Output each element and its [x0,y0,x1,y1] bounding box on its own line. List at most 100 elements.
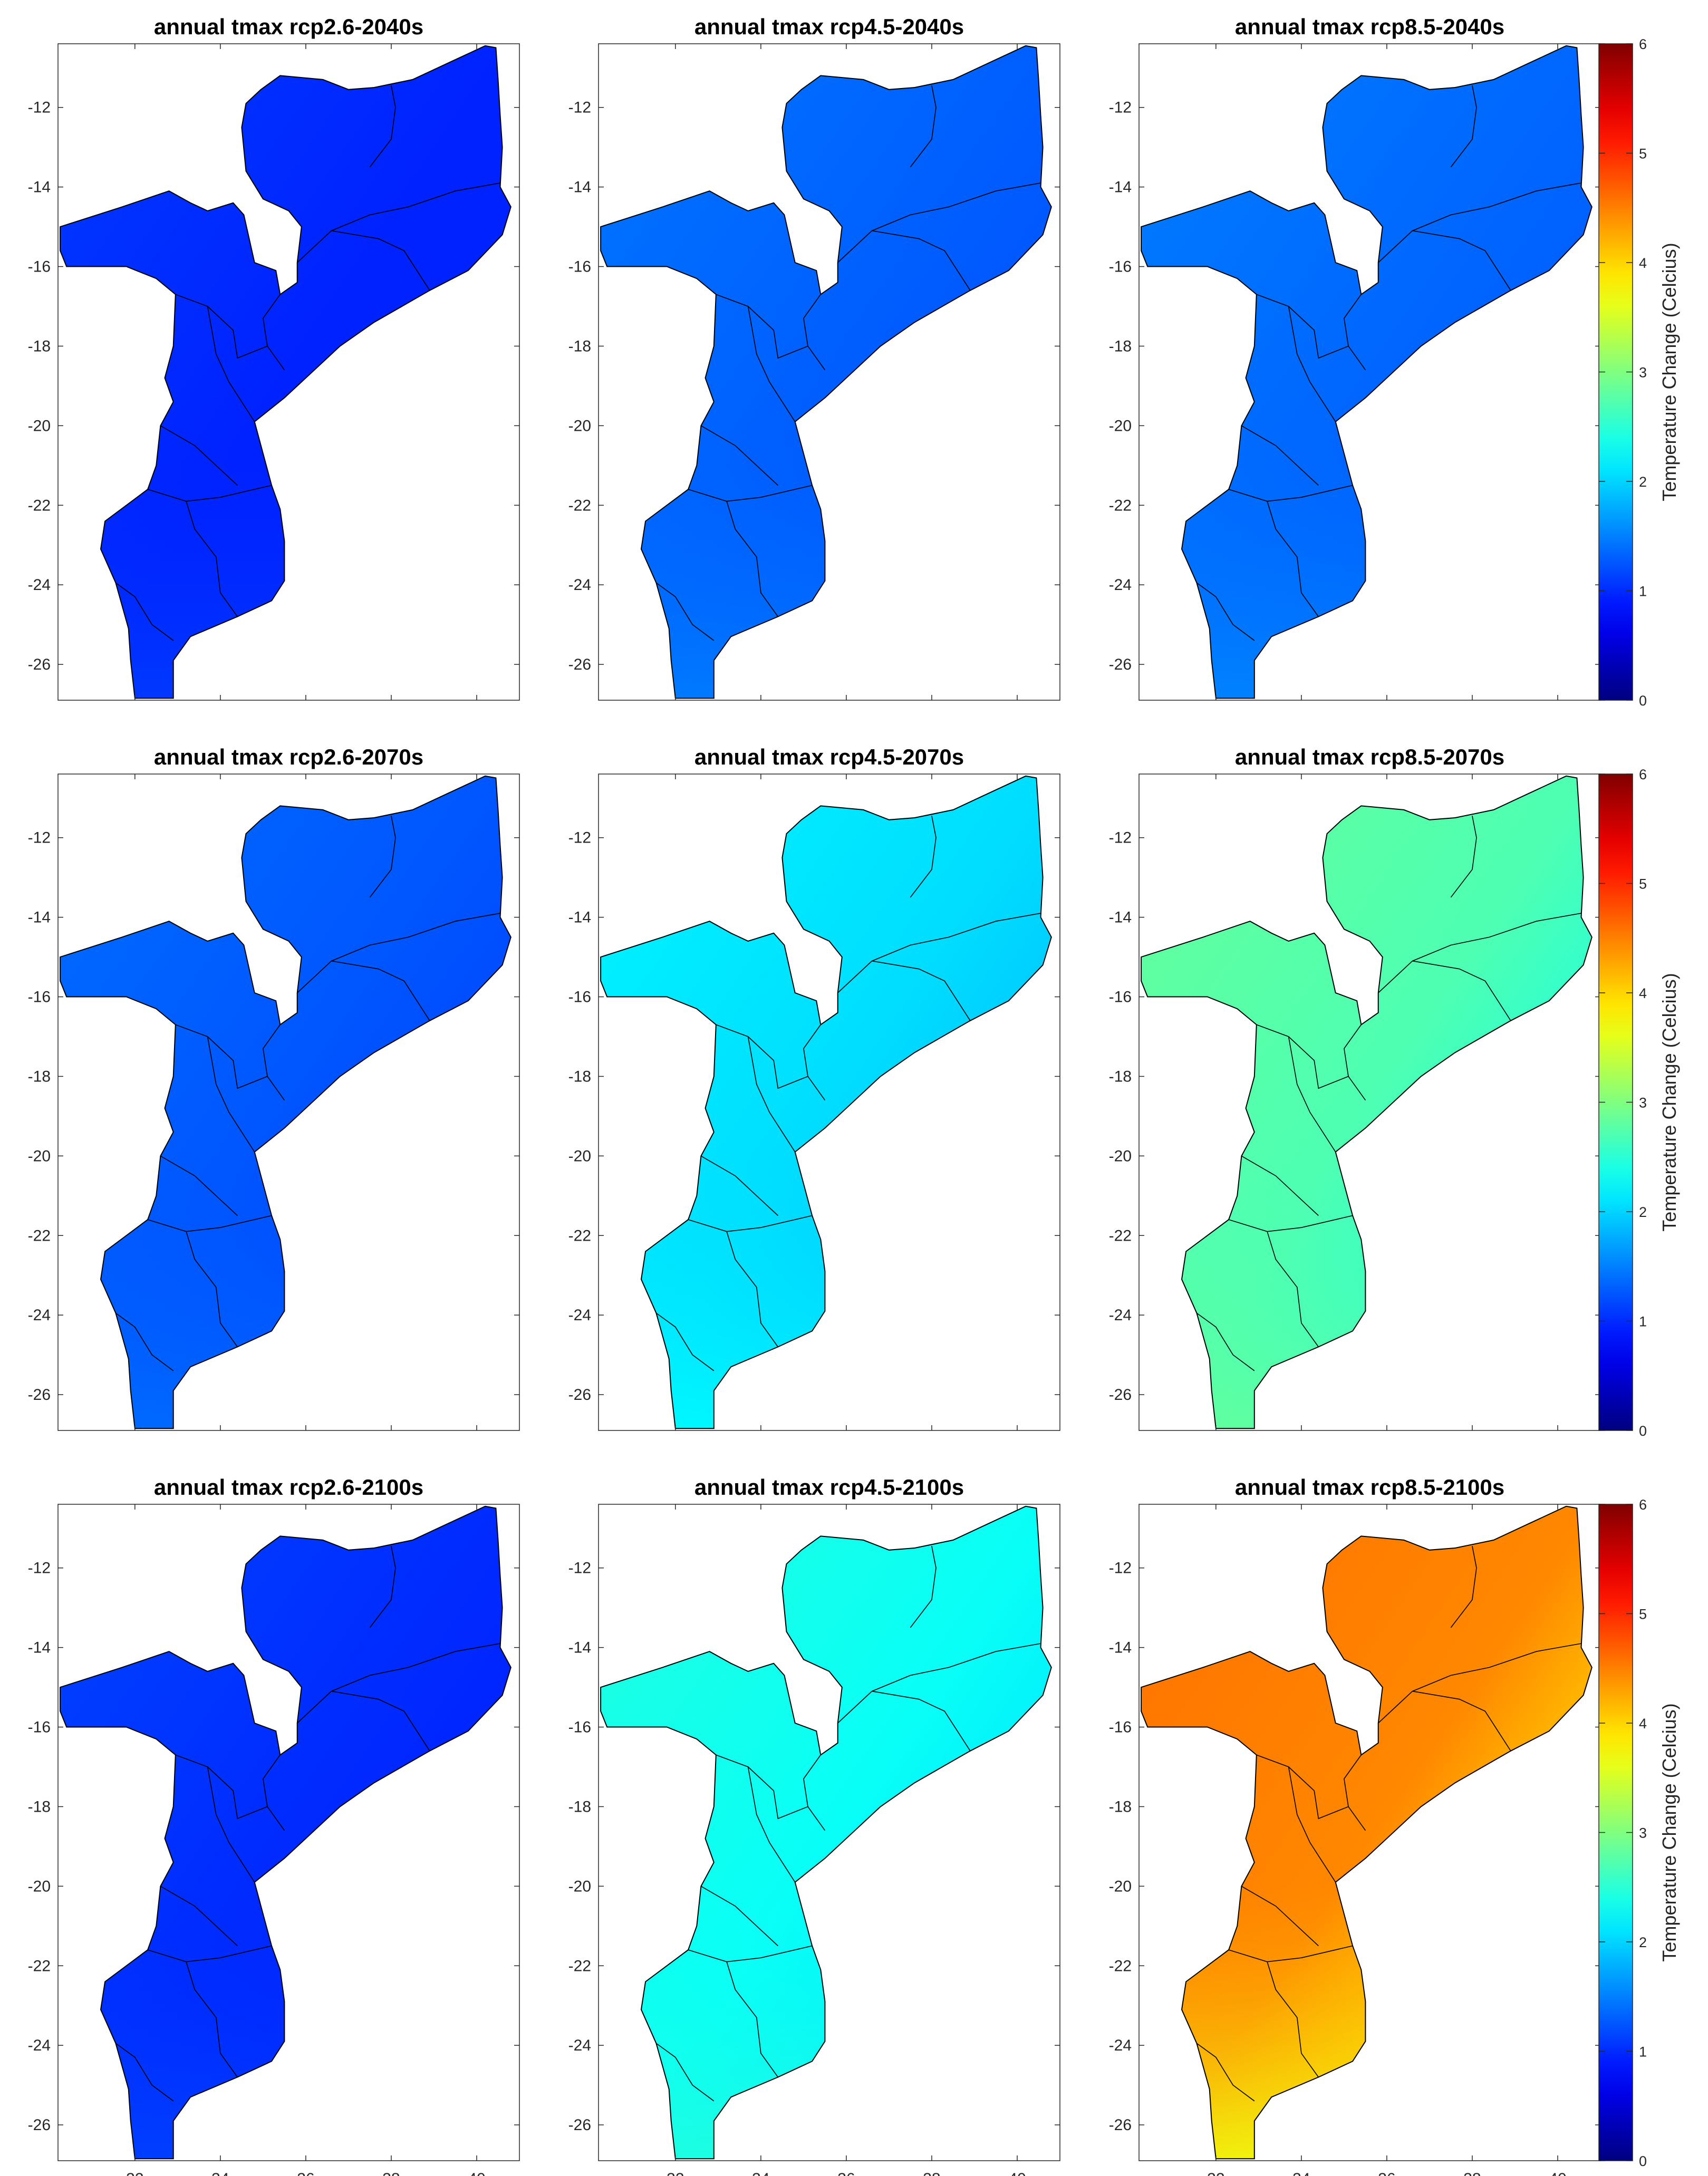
province-border [837,182,1041,263]
y-tick-label: -20 [28,417,51,434]
map-panel: annual tmax rcp4.5-2100s -12 -14 -16 -18 -20 -… [568,1475,1060,2176]
y-tick-label: -22 [28,1957,51,1975]
province-border [369,816,396,898]
province-border [115,582,174,641]
x-tick-label: 32 [126,2170,143,2176]
province-border [186,501,238,617]
province-border [1288,1036,1349,1089]
y-tick-label: -14 [1109,179,1132,196]
province-border [726,501,778,617]
province-border [655,2043,715,2102]
x-tick-label: 38 [382,2170,400,2176]
country-outline [600,1505,1052,2160]
y-tick-label: -12 [568,829,591,847]
province-border [263,294,285,371]
province-border [748,1766,808,1820]
panel-title: annual tmax rcp2.6-2040s [154,14,423,39]
y-tick-label: -26 [1109,2116,1132,2134]
country-fill-south [1141,45,1592,699]
province-border [147,485,272,502]
y-tick-label: -26 [568,656,591,673]
map-panels: annual tmax rcp2.6-2040s -12 -14 -16 -18 -20 -… [28,14,1601,2176]
colorbar-tick-label: 2 [1639,1935,1647,1950]
y-tick-label: -20 [568,1878,591,1895]
colorbar-tick-label: 4 [1639,1716,1647,1732]
country-fill-south [601,1506,1051,2159]
province-border [160,1155,238,1216]
province-border [297,1643,500,1724]
province-border [1196,582,1255,641]
colorbar-tick-label: 1 [1639,1314,1647,1330]
panel-title: annual tmax rcp4.5-2100s [694,1475,964,1500]
y-tick-label: -14 [28,1639,51,1657]
province-border [1344,1024,1366,1101]
map-panel: annual tmax rcp2.6-2070s -12 -14 -16 -18 -20 -… [28,744,520,1431]
province-border [186,1961,238,2077]
province-border [263,1754,285,1831]
y-tick-label: -18 [568,1068,591,1085]
x-tick-label: 36 [297,2170,314,2176]
colorbar-label: Temperature Change (Celcius) [1658,243,1680,501]
axes-box [57,773,520,1431]
x-tick-label: 32 [667,2170,684,2176]
province-border [331,960,430,1021]
y-tick-label: -22 [1109,1227,1132,1244]
y-tick-label: -16 [1109,258,1132,276]
colorbar-tick-label: 3 [1639,1825,1647,1841]
y-tick-label: -12 [28,99,51,117]
y-tick-label: -12 [1109,1560,1132,1577]
colorbar-tick-label: 5 [1639,1607,1647,1622]
y-tick-label: -12 [28,1560,51,1577]
province-border [1256,1024,1336,1153]
country-fill-south [1141,776,1592,1429]
colorbar-tick-label: 1 [1639,2044,1647,2060]
y-tick-label: -18 [28,337,51,355]
country-fill-south [601,45,1051,699]
province-border [263,1024,285,1101]
country-outline [60,775,512,1429]
y-tick-label: -14 [568,179,591,196]
province-border [1412,960,1511,1021]
map-panel: annual tmax rcp2.6-2040s -12 -14 -16 -18 -20 -… [28,14,520,701]
colorbar-tick-label: 0 [1639,693,1647,709]
y-tick-label: -24 [1109,576,1132,594]
x-tick-label: 34 [1292,2170,1310,2176]
y-tick-label: -22 [568,1957,591,1975]
province-border [1196,2043,1255,2102]
province-border [297,913,500,993]
province-border [1450,1546,1477,1628]
x-tick-label: 40 [1008,2170,1026,2176]
province-border [175,1754,255,1883]
colorbar: 0 1 2 3 4 5 6 Temperature Change (Celcius) [1598,767,1680,1439]
y-tick-label: -16 [568,258,591,276]
y-tick-label: -22 [28,1227,51,1244]
map-panel: annual tmax rcp8.5-2100s -12 -14 -16 -18 -20 -… [1109,1475,1601,2176]
province-border [655,1312,715,1371]
province-border [115,2043,174,2102]
y-tick-label: -24 [28,1307,51,1324]
y-tick-label: -18 [568,1798,591,1815]
province-border [1450,816,1477,898]
province-border [369,1546,396,1628]
y-tick-label: -16 [568,1719,591,1736]
y-tick-label: -20 [28,1147,51,1165]
axes-box [57,1504,520,2161]
province-border [186,1231,238,1347]
y-tick-label: -12 [1109,99,1132,117]
colorbar-label: Temperature Change (Celcius) [1658,1703,1680,1961]
province-border [700,1155,778,1216]
map-panel: annual tmax rcp4.5-2040s -12 -14 -16 -18 -20 -… [568,14,1060,701]
y-tick-label: -24 [28,576,51,594]
province-border [803,1754,826,1831]
axes-box [57,43,520,701]
province-border [700,1885,778,1947]
province-border [910,1546,937,1628]
province-border [1412,1690,1511,1752]
panel-title: annual tmax rcp8.5-2040s [1235,14,1504,39]
x-tick-label: 36 [837,2170,855,2176]
province-border [1228,485,1353,502]
province-border [1267,501,1319,617]
colorbar-tick-label: 6 [1639,1497,1647,1513]
province-border [1378,913,1581,993]
y-tick-label: -20 [568,417,591,434]
